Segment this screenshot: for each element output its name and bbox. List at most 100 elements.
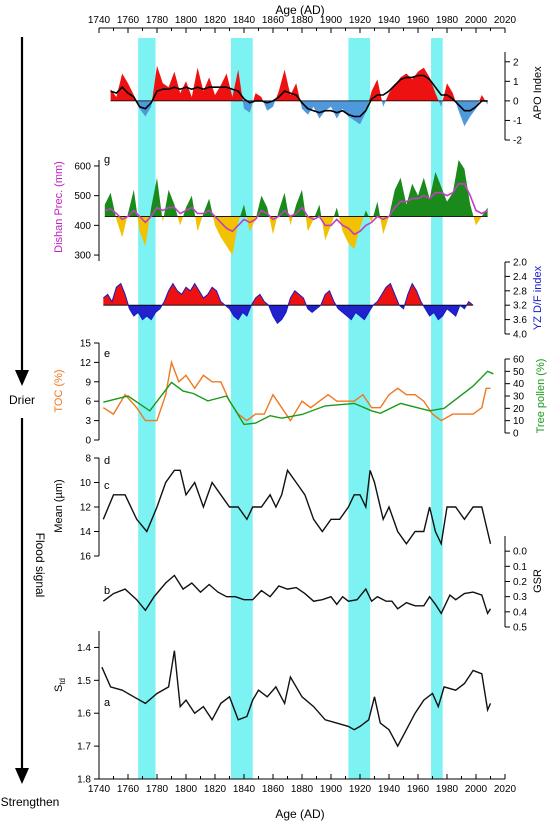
y-axis-tick-label: 0 <box>513 429 519 440</box>
y-axis-tick-label: 1.4 <box>77 643 91 654</box>
y-axis-tick-label: 30 <box>513 392 525 403</box>
top-axis-tick-label: 1840 <box>233 15 256 26</box>
bottom-axis-tick-label: 1780 <box>146 784 169 795</box>
y-axis-tick-label: 300 <box>74 251 91 262</box>
y-axis-tick-label: 12 <box>80 358 92 369</box>
y-axis-tick-label: -1 <box>513 116 522 127</box>
highlight-bands <box>138 38 443 779</box>
y-axis-tick-label: 0.4 <box>513 607 527 618</box>
panel-e-y-label: TOC (%) <box>53 369 65 412</box>
drier-label: Drier <box>9 393 35 407</box>
highlight-band-4 <box>431 38 443 779</box>
top-axis-tick-label: 1920 <box>349 15 372 26</box>
y-axis-tick-label: 60 <box>513 355 525 366</box>
top-axis-tick-label: 2000 <box>465 15 488 26</box>
y-axis-tick-label: 400 <box>74 221 91 232</box>
y-axis-tick-label: 4.0 <box>513 330 527 341</box>
y-axis-tick-label: 8 <box>85 454 91 465</box>
panel-g-positive-fill <box>104 160 488 217</box>
bottom-axis-tick-label: 1760 <box>117 784 140 795</box>
y-axis-tick-label: 50 <box>513 367 525 378</box>
y-axis-tick-label: 2 <box>513 57 519 68</box>
panel-d-letter: d <box>104 455 110 467</box>
y-axis-tick-label: 0.1 <box>513 562 527 573</box>
panel-f-negative-fill <box>128 305 467 324</box>
top-axis-tick-label: 1960 <box>407 15 430 26</box>
top-axis-tick-label: 1780 <box>146 15 169 26</box>
y-axis-tick-label: 2.0 <box>513 258 527 269</box>
y-axis-tick-label: 0.3 <box>513 592 527 603</box>
panel-d-series-line <box>103 370 494 426</box>
top-axis-tick-label: 1860 <box>262 15 285 26</box>
bottom-axis-tick-label: 1880 <box>291 784 314 795</box>
y-axis-tick-label: 9 <box>85 377 91 388</box>
bottom-axis-tick-label: 2000 <box>465 784 488 795</box>
y-axis-tick-label: 40 <box>513 379 525 390</box>
y-axis-tick-label: 10 <box>513 416 525 427</box>
bottom-axis-tick-label: 1800 <box>175 784 198 795</box>
panel-c-y-label: Mean (µm) <box>53 479 65 532</box>
y-axis-tick-label: 1.7 <box>77 742 91 753</box>
y-axis-tick-label: 6 <box>85 397 91 408</box>
panel-e-letter: e <box>104 348 110 360</box>
panel-f-y-axis: 2.0 2.4 2.8 3.2 3.6 4.0 <box>504 258 527 341</box>
bottom-axis-tick-label: 1940 <box>378 784 401 795</box>
panel-a-letter: a <box>104 697 111 709</box>
panel-h-positive-fill <box>110 65 486 101</box>
panel-b: 0.0 0.1 0.2 0.3 0.4 0.5 GSR b <box>102 536 544 634</box>
y-axis-tick-label: 2.4 <box>513 272 527 283</box>
y-axis-tick-label: 0 <box>85 436 91 447</box>
flood-arrow-head <box>15 768 29 784</box>
panel-b-y-axis: 0.0 0.1 0.2 0.3 0.4 0.5 <box>504 536 527 634</box>
panel-h-y-axis: -2 -1 0 1 2 <box>504 52 522 147</box>
y-axis-tick-label: 2.8 <box>513 286 527 297</box>
bottom-axis-tick-label: 1980 <box>436 784 459 795</box>
panel-a-y-label-subscript: td <box>58 678 67 685</box>
bottom-axis-tick-label: 2020 <box>494 784 517 795</box>
bottom-axis-tick-label: 1960 <box>407 784 430 795</box>
panel-b-series-line <box>102 574 492 616</box>
panel-e-y-axis: 0 3 6 9 12 15 <box>80 339 100 447</box>
panel-c-series-line <box>102 468 492 547</box>
top-age-axis-label: Age (AD) <box>275 3 324 17</box>
y-axis-tick-label: 500 <box>74 191 91 202</box>
panel-e: 0 3 6 9 12 15 TOC (%) e <box>53 339 491 447</box>
top-axis-tick-label: 1760 <box>117 15 140 26</box>
panel-b-y-label: GSR <box>532 569 544 593</box>
panel-a: 1.4 1.5 1.6 1.7 1.8 Std a <box>53 631 492 786</box>
panel-c-letter: c <box>104 480 110 492</box>
y-axis-tick-label: 0 <box>513 96 519 107</box>
top-axis-tick-label: 1980 <box>436 15 459 26</box>
panel-a-y-label: Std <box>53 678 67 692</box>
y-axis-tick-label: 3 <box>85 416 91 427</box>
y-axis-tick-label: 3.6 <box>513 315 527 326</box>
top-axis-tick-label: 1880 <box>291 15 314 26</box>
bottom-axis-tick-label: 1920 <box>349 784 372 795</box>
panel-g-smoothed-line <box>104 183 488 236</box>
bottom-axis-tick-label: 1860 <box>262 784 285 795</box>
y-axis-tick-label: 1.5 <box>77 676 91 687</box>
y-axis-tick-label: 1.6 <box>77 709 91 720</box>
bottom-axis-tick-label: 1840 <box>233 784 256 795</box>
y-axis-tick-label: 12 <box>80 503 92 514</box>
drier-arrow-head <box>15 370 29 386</box>
top-axis-tick-label: 1740 <box>88 15 111 26</box>
y-axis-tick-label: 1 <box>513 77 519 88</box>
bottom-axis-tick-label: 1820 <box>204 784 227 795</box>
panel-d-y-label: Tree pollen (%) <box>535 359 547 434</box>
y-axis-tick-label: 600 <box>74 161 91 172</box>
flood-signal-label: Flood signal <box>33 533 47 598</box>
y-axis-tick-label: 10 <box>80 478 92 489</box>
panel-e-series-line <box>102 359 491 422</box>
panel-a-y-axis: 1.4 1.5 1.6 1.7 1.8 <box>77 631 100 786</box>
panel-f-line <box>102 282 474 324</box>
panel-f-positive-fill <box>103 283 474 306</box>
trend-arrows: Drier Flood signal Strengthen <box>1 37 59 809</box>
top-axis-tick-label: 1820 <box>204 15 227 26</box>
panel-b-letter: b <box>104 585 110 597</box>
top-age-axis: Age (AD) 1740 1760 1780 1800 1820 1840 1860 188… <box>88 3 517 33</box>
